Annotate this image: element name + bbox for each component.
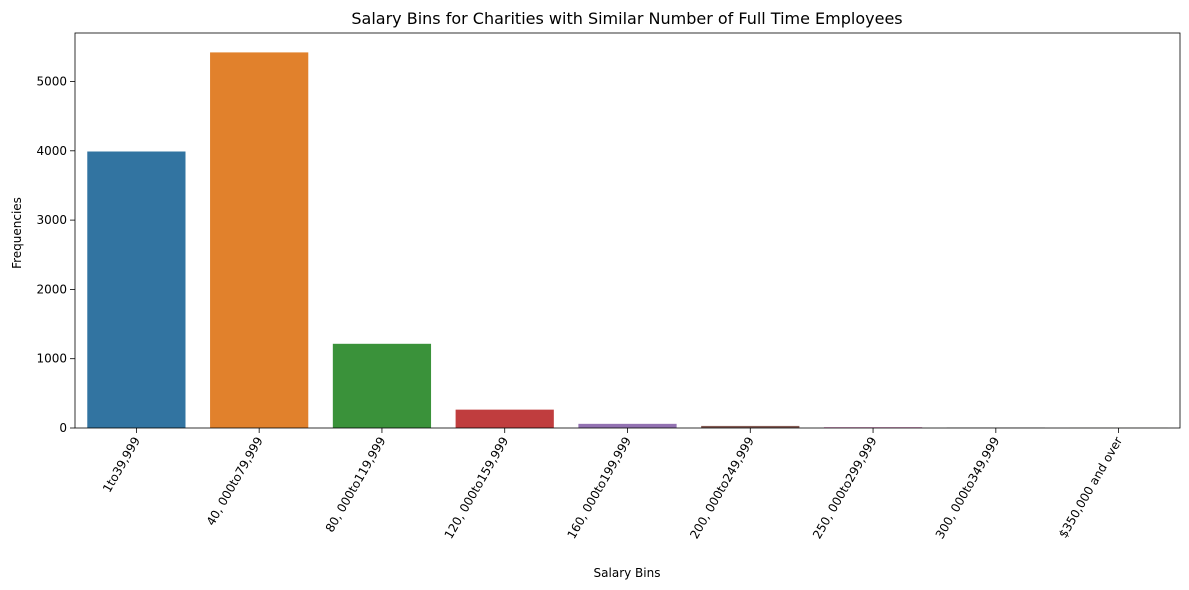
x-tick-label: 120, 000to159,999 [442, 435, 512, 542]
chart-title: Salary Bins for Charities with Similar N… [351, 9, 902, 28]
x-tick-label: 250, 000to299,999 [810, 435, 880, 542]
y-tick-label: 1000 [36, 352, 67, 366]
y-tick-label: 0 [59, 421, 67, 435]
y-tick-label: 5000 [36, 75, 67, 89]
x-tick-label: $350,000 and over [1056, 434, 1125, 540]
plot-area: 0 1000 2000 3000 4000 5000 1to39,999 40, 000to7… [36, 32, 1181, 542]
x-tick-label: 1to39,999 [100, 435, 143, 495]
bar [455, 409, 554, 428]
x-tick-label: 200, 000to249,999 [687, 435, 757, 542]
y-axis-label: Frequencies [10, 197, 24, 269]
bar [701, 425, 800, 428]
x-tick-label: 40, 000to79,999 [204, 435, 266, 528]
y-tick-label: 3000 [36, 213, 67, 227]
x-tick-label: 160, 000to199,999 [564, 435, 634, 542]
y-tick-label: 4000 [36, 144, 67, 158]
bar [332, 343, 432, 428]
y-tick-label: 2000 [36, 282, 67, 296]
x-tick-label: 300, 000to349,999 [933, 434, 1003, 541]
bar [87, 151, 186, 428]
bar [210, 52, 309, 429]
x-axis-label: Salary Bins [594, 566, 661, 580]
bar [578, 423, 677, 428]
x-tick-label: 80, 000to119,999 [323, 435, 389, 535]
bar [823, 427, 923, 428]
